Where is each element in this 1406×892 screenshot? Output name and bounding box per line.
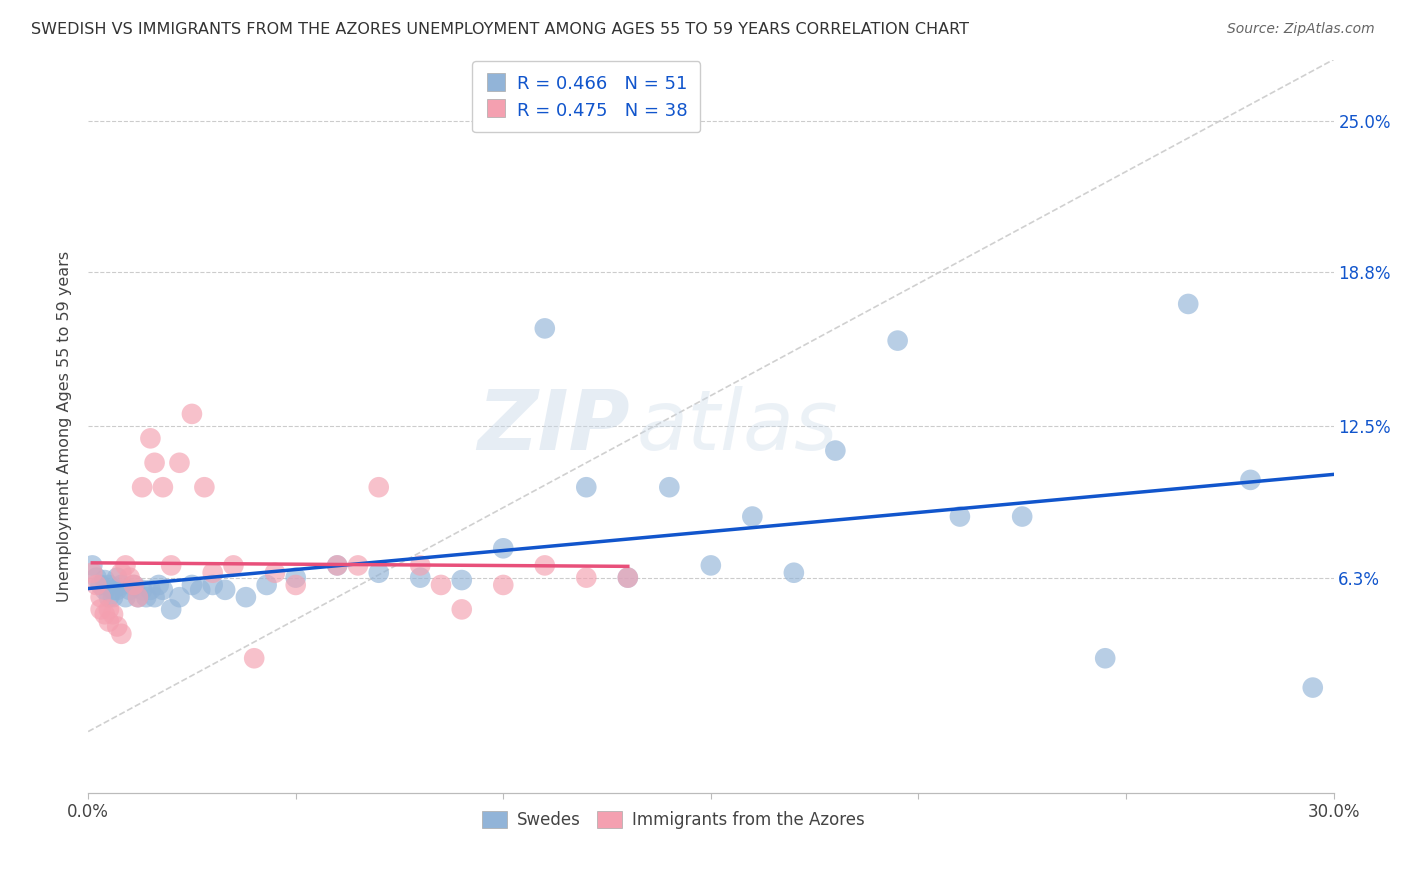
Point [160,558,183,573]
Point [201,566,224,580]
Point [235,590,257,604]
Point [97,590,120,604]
Point [139,431,162,445]
Point [188,582,211,597]
Point [105,571,128,585]
Point [347,558,370,573]
Point [122,578,145,592]
Text: SWEDISH VS IMMIGRANTS FROM THE AZORES UNEMPLOYMENT AMONG AGES 55 TO 59 YEARS COR: SWEDISH VS IMMIGRANTS FROM THE AZORES UN… [31,22,969,37]
Point [492,578,515,592]
Point [533,558,555,573]
Point [127,590,149,604]
Point [284,578,307,592]
Point [118,571,141,585]
Point [152,480,174,494]
Point [135,590,157,604]
Point [575,480,598,494]
Point [181,578,204,592]
Point [169,590,191,604]
Point [160,602,183,616]
Point [90,578,112,592]
Text: ZIP: ZIP [477,385,630,467]
Point [256,578,278,592]
Point [409,571,432,585]
Point [783,566,806,580]
Point [367,480,389,494]
Point [94,573,117,587]
Point [284,571,307,585]
Point [1094,651,1116,665]
Point [105,582,128,597]
Point [82,558,104,573]
Point [110,627,132,641]
Point [201,578,224,592]
Point [658,480,681,494]
Point [533,321,555,335]
Point [143,456,166,470]
Point [152,582,174,597]
Point [110,566,132,580]
Point [86,571,108,585]
Point [1011,509,1033,524]
Point [97,578,120,592]
Point [97,602,120,616]
Point [101,582,124,597]
Point [143,590,166,604]
Point [949,509,972,524]
Point [326,558,349,573]
Point [181,407,204,421]
Point [326,558,349,573]
Point [1239,473,1261,487]
Point [114,558,136,573]
Point [222,558,245,573]
Point [114,590,136,604]
Point [367,566,389,580]
Point [824,443,846,458]
Point [90,590,112,604]
Point [105,619,128,633]
Y-axis label: Unemployment Among Ages 55 to 59 years: Unemployment Among Ages 55 to 59 years [58,251,72,602]
Point [617,571,640,585]
Point [122,578,145,592]
Point [148,578,170,592]
Point [430,578,453,592]
Point [127,590,149,604]
Point [1177,297,1199,311]
Point [193,480,215,494]
Point [101,590,124,604]
Text: Source: ZipAtlas.com: Source: ZipAtlas.com [1227,22,1375,37]
Point [118,582,141,597]
Point [90,602,112,616]
Point [97,615,120,629]
Point [139,582,162,597]
Point [86,578,108,592]
Point [101,607,124,622]
Point [214,582,236,597]
Point [82,566,104,580]
Point [450,573,472,587]
Legend: Swedes, Immigrants from the Azores: Swedes, Immigrants from the Azores [475,804,872,836]
Point [409,558,432,573]
Point [264,566,287,580]
Point [741,509,763,524]
Point [492,541,515,556]
Point [243,651,266,665]
Point [131,480,153,494]
Point [700,558,723,573]
Point [131,582,153,597]
Point [575,571,598,585]
Point [94,582,117,597]
Text: atlas: atlas [636,385,838,467]
Point [94,607,117,622]
Point [886,334,908,348]
Point [169,456,191,470]
Point [617,571,640,585]
Point [1302,681,1324,695]
Point [110,578,132,592]
Point [450,602,472,616]
